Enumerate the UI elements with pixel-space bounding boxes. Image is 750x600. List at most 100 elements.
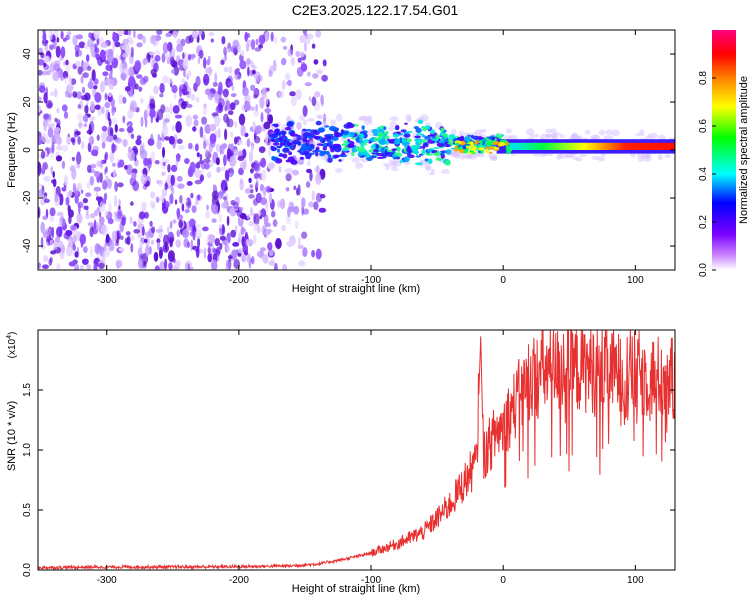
heatmap-cell	[361, 130, 368, 134]
heatmap-cell	[126, 235, 131, 246]
heatmap-cell	[88, 123, 92, 136]
heatmap-cell	[302, 139, 310, 143]
heatmap-cell	[127, 30, 132, 36]
heatmap-cell	[102, 180, 108, 191]
heatmap-cell	[101, 131, 109, 143]
heatmap-cell	[87, 38, 95, 48]
heatmap-cell	[86, 181, 91, 189]
heatmap-cell	[224, 186, 228, 191]
heatmap-cell	[240, 49, 245, 57]
heatmap-cell	[421, 139, 427, 143]
y-tick-label: 20	[22, 96, 33, 108]
heatmap-cell	[141, 201, 147, 212]
heatmap-cell	[77, 151, 81, 157]
heatmap-cell	[68, 261, 76, 267]
heatmap-cell	[297, 150, 301, 153]
heatmap-cell	[179, 86, 182, 98]
heatmap-cell	[285, 126, 291, 131]
heatmap-cell	[281, 224, 286, 232]
heatmap-cell	[63, 111, 69, 119]
heatmap-cell	[416, 133, 424, 136]
heatmap-cell	[132, 180, 140, 192]
heatmap-cell	[107, 126, 112, 136]
heatmap-cell	[41, 132, 49, 143]
heatmap-cell	[154, 55, 161, 62]
heatmap-cell	[424, 163, 432, 171]
heatmap-cell	[506, 150, 511, 155]
colorbar-tick-label: 0.6	[698, 119, 709, 133]
heatmap-cell	[272, 219, 278, 227]
heatmap-cell	[38, 47, 44, 53]
heatmap-cell	[77, 136, 81, 145]
heatmap-cell	[186, 104, 193, 108]
heatmap-cell	[101, 224, 108, 236]
heatmap-cell	[65, 34, 70, 41]
heatmap-cell	[422, 144, 426, 150]
heatmap-cell	[215, 157, 220, 166]
heatmap-cell	[255, 104, 258, 112]
heatmap-cell	[131, 151, 135, 161]
heatmap-cell	[219, 242, 223, 250]
heatmap-cell	[66, 84, 73, 93]
heatmap-cell	[94, 243, 101, 255]
heatmap-cell	[97, 56, 103, 66]
heatmap-cell	[488, 151, 493, 154]
heatmap-cell	[485, 146, 490, 150]
heatmap-cell	[100, 106, 105, 115]
heatmap-cell	[65, 59, 69, 66]
heatmap-cell	[278, 165, 282, 173]
heatmap-cell	[307, 71, 311, 77]
heatmap-cell	[189, 53, 196, 59]
heatmap-cell	[51, 141, 55, 154]
heatmap-cell	[104, 101, 111, 109]
heatmap-cell	[315, 173, 322, 186]
heatmap-cell	[89, 176, 95, 186]
heatmap-cell	[130, 100, 137, 113]
heatmap-cell	[135, 138, 142, 146]
heatmap-cell	[48, 113, 52, 121]
heatmap-cell	[247, 66, 250, 77]
heatmap-cell	[46, 69, 51, 76]
heatmap-cell	[342, 131, 349, 136]
heatmap-cell	[285, 173, 292, 182]
heatmap-cell	[112, 162, 116, 167]
heatmap-cell	[229, 102, 236, 111]
heatmap-cell	[559, 134, 565, 139]
heatmap-cell	[180, 38, 186, 47]
heatmap-cell	[302, 105, 308, 117]
heatmap-cell	[259, 96, 265, 109]
heatmap-cell	[281, 124, 287, 133]
heatmap-cell	[306, 161, 311, 166]
heatmap-cell	[254, 47, 262, 52]
heatmap-cell	[89, 116, 96, 121]
heatmap-cell	[202, 140, 207, 150]
heatmap-cell	[657, 154, 663, 161]
heatmap-cell	[215, 246, 221, 256]
heatmap-cell	[76, 34, 83, 40]
heatmap-cell	[271, 210, 276, 218]
heatmap-cell	[333, 154, 340, 159]
heatmap-cell	[144, 238, 148, 243]
heatmap-cell	[458, 148, 465, 154]
heatmap-cell	[305, 142, 310, 146]
heatmap-cell	[346, 142, 350, 145]
heatmap-cell	[384, 149, 388, 156]
heatmap-cell	[150, 191, 156, 199]
heatmap-cell	[574, 135, 583, 140]
heatmap-cell	[101, 250, 106, 263]
heatmap-cell	[346, 123, 355, 129]
heatmap-cell	[176, 138, 183, 144]
heatmap-cell	[255, 38, 259, 46]
heatmap-cell	[253, 213, 260, 226]
heatmap-cell	[284, 147, 288, 152]
heatmap-cell	[472, 135, 480, 141]
heatmap-cell	[76, 91, 82, 100]
heatmap-cell	[295, 50, 301, 58]
heatmap-cell	[298, 260, 306, 267]
heatmap-cell	[65, 196, 70, 206]
heatmap-cell	[226, 215, 230, 226]
heatmap-cell	[88, 137, 92, 142]
snr-x-axis-label: Height of straight line (km)	[292, 583, 420, 595]
heatmap-cell	[273, 142, 280, 146]
